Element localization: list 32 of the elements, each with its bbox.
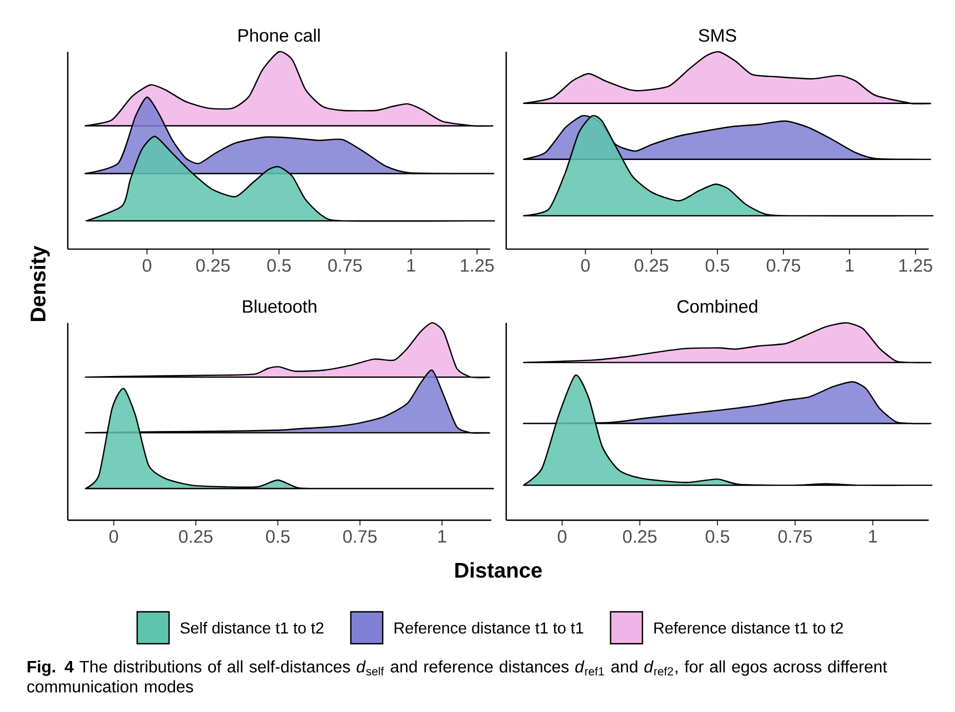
x-tick-label: 1: [846, 258, 854, 272]
x-tick-label: 0.5: [266, 530, 290, 543]
chart-title: Bluetooth: [243, 299, 316, 313]
x-tick-label: 1.25: [899, 258, 932, 272]
x-tick-label: 0: [109, 530, 118, 543]
x-tick-label: 0.75: [766, 258, 800, 272]
x-tick-label: 0.75: [328, 258, 362, 272]
x-tick-label: 0: [142, 258, 152, 272]
x-tick-label: 0.25: [623, 530, 656, 543]
x-tick-label: 0.75: [343, 530, 377, 543]
x-tick-label: 0.5: [706, 530, 730, 543]
x-tick-label: 0.5: [706, 258, 730, 272]
x-tick-label: 0: [558, 530, 566, 543]
x-axis-title: Distance: [455, 562, 542, 578]
legend-label: Self distance t1 to t2: [180, 622, 324, 634]
x-tick-label: 1: [407, 258, 416, 272]
legend-label: Reference distance t1 to t2: [654, 622, 843, 634]
x-tick-label: 1: [438, 530, 446, 542]
legend-label: Reference distance t1 to t1: [394, 622, 584, 634]
text: Fig. 4 The distributions of all self-distances d$_{self}$ and reference distances d$_{ref1}$ and d$_{ref2}$, for all egos across different communication modes: [27, 660, 888, 692]
x-tick-label: 0.25: [179, 530, 213, 543]
chart-title: Phone call: [238, 28, 320, 42]
x-tick-label: 0.25: [196, 258, 230, 272]
chart-title: Combined: [677, 299, 758, 313]
x-tick-label: 1.25: [460, 258, 494, 272]
chart-title: SMS: [698, 28, 736, 42]
x-tick-label: 0: [581, 258, 590, 272]
x-tick-label: 0.5: [267, 258, 291, 272]
y-axis-title: Density: [30, 245, 50, 321]
x-tick-label: 1: [869, 530, 877, 542]
x-tick-label: 0.75: [778, 530, 812, 543]
x-tick-label: 0.25: [634, 258, 668, 272]
